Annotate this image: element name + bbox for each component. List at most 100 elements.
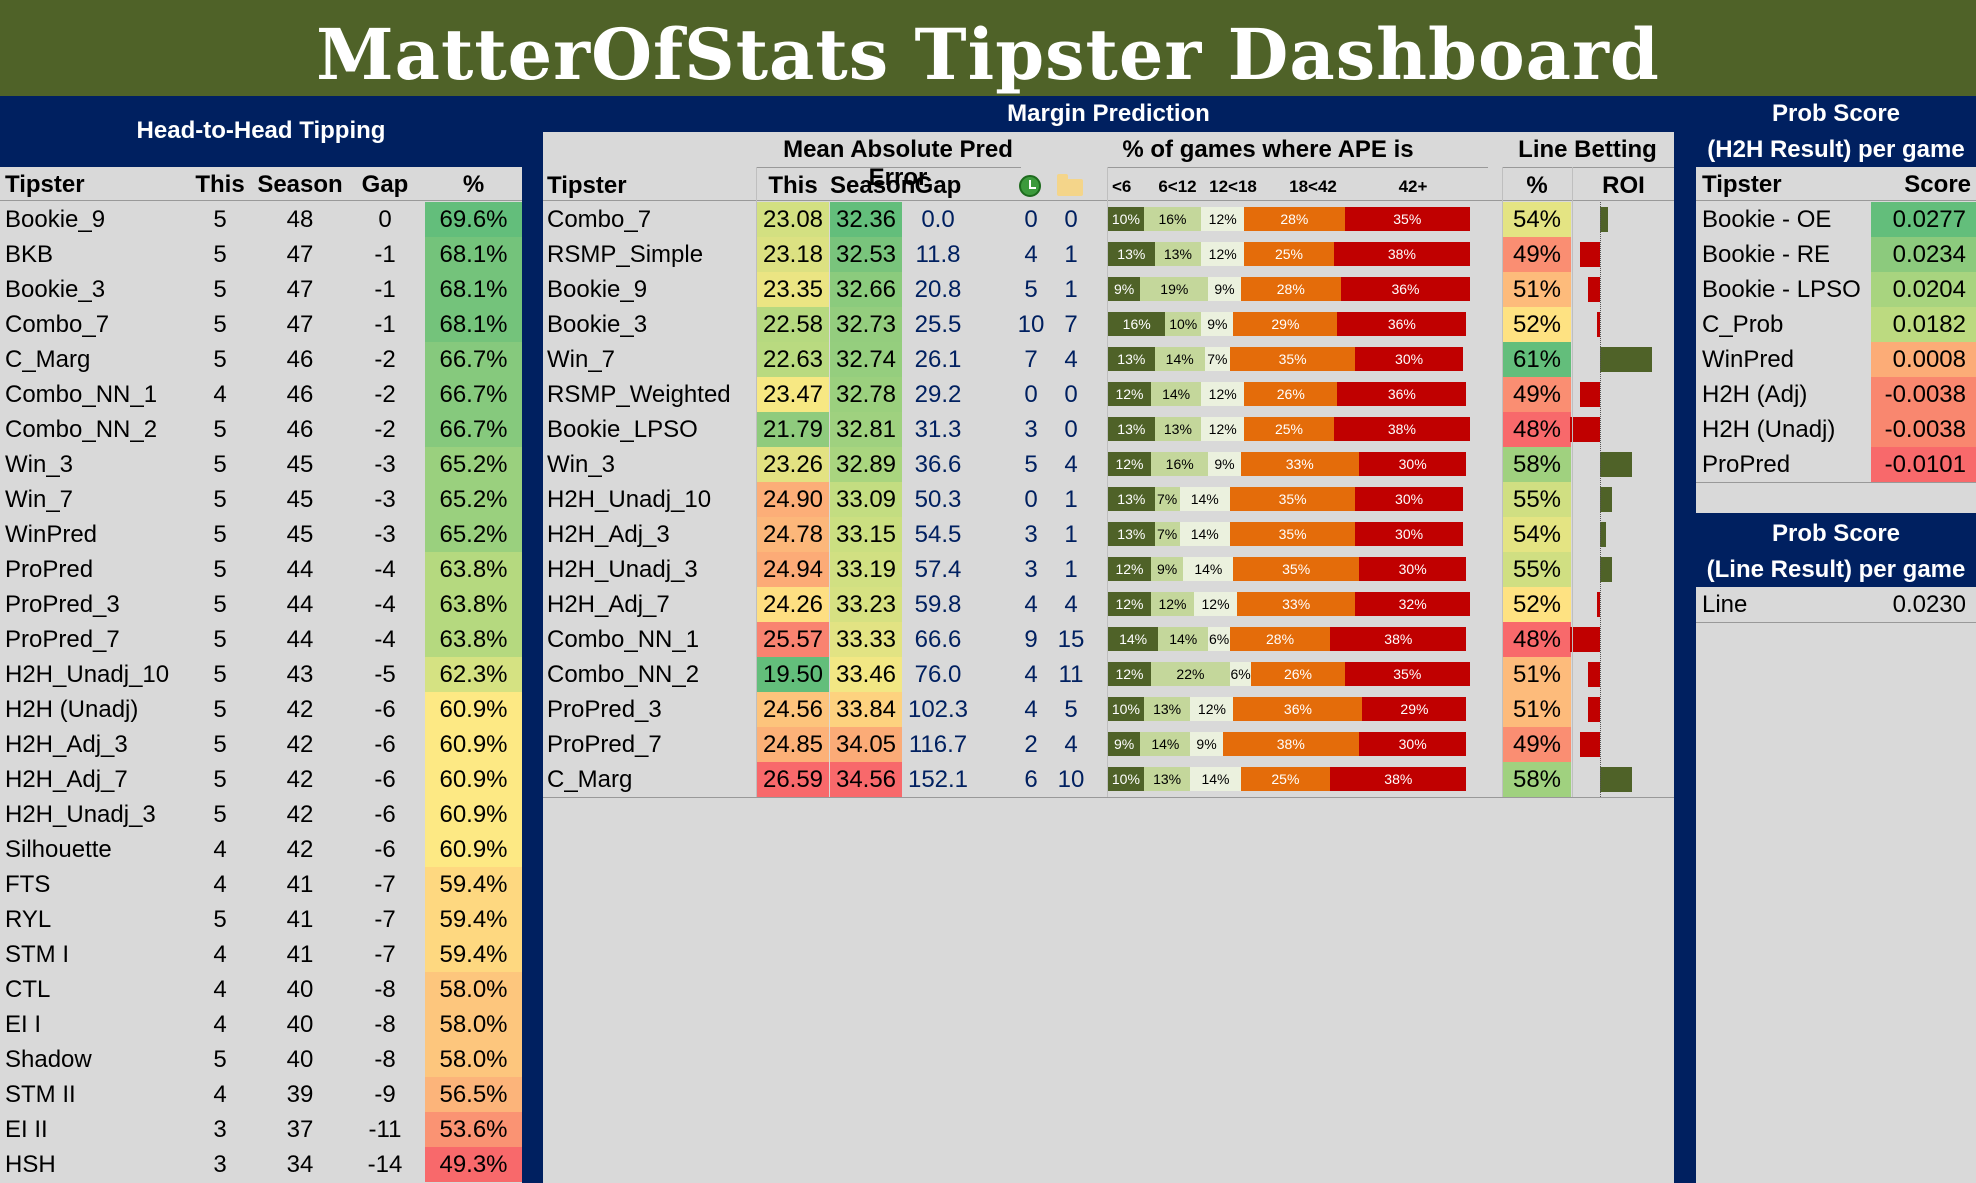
ape-segment: 6% bbox=[1208, 627, 1230, 651]
h2h-row[interactable]: FTS 4 41 -7 59.4% bbox=[0, 867, 522, 902]
h2h-row[interactable]: Win_3 5 45 -3 65.2% bbox=[0, 447, 522, 482]
h2h-gap: 0 bbox=[378, 206, 392, 233]
margin-row[interactable]: ProPred_3 24.56 33.84 102.3 4 5 10% 13% 12% 36% 29… bbox=[543, 692, 1674, 727]
margin-tipster: Win_7 bbox=[547, 346, 616, 373]
h2h-row[interactable]: Combo_NN_1 4 46 -2 66.7% bbox=[0, 377, 522, 412]
h2h-tipster: STM I bbox=[5, 941, 69, 968]
prob-score: -0.0038 bbox=[1871, 377, 1976, 412]
margin-row[interactable]: Combo_NN_1 25.57 33.33 66.6 9 15 14% 14% 6% 28% 38… bbox=[543, 622, 1674, 657]
h2h-row[interactable]: H2H (Unadj) 5 42 -6 60.9% bbox=[0, 692, 522, 727]
prob-h2h-row[interactable]: ProPred -0.0101 bbox=[1696, 447, 1976, 482]
h2h-row[interactable]: Win_7 5 45 -3 65.2% bbox=[0, 482, 522, 517]
prob-h2h-row[interactable]: C_Prob 0.0182 bbox=[1696, 307, 1976, 342]
margin-row[interactable]: Bookie_3 22.58 32.73 25.5 10 7 16% 10% 9% 29% 36% 5… bbox=[543, 307, 1674, 342]
h2h-row[interactable]: BKB 5 47 -1 68.1% bbox=[0, 237, 522, 272]
prob-h2h-row[interactable]: Bookie - LPSO 0.0204 bbox=[1696, 272, 1976, 307]
ape-bin-header: 42+ bbox=[1398, 177, 1428, 196]
margin-season: 32.89 bbox=[830, 447, 902, 482]
line-pct: 51% bbox=[1503, 657, 1571, 692]
h2h-row[interactable]: C_Marg 5 46 -2 66.7% bbox=[0, 342, 522, 377]
roi-bar bbox=[1600, 767, 1632, 792]
prob-h2h-row[interactable]: Bookie - OE 0.0277 bbox=[1696, 202, 1976, 237]
margin-tipster: RSMP_Simple bbox=[547, 241, 704, 268]
h2h-row[interactable]: WinPred 5 45 -3 65.2% bbox=[0, 517, 522, 552]
h2h-row[interactable]: CTL 4 40 -8 58.0% bbox=[0, 972, 522, 1007]
h2h-gap: -7 bbox=[374, 871, 396, 898]
h2h-season: 46 bbox=[286, 416, 314, 443]
ape-segment: 10% bbox=[1108, 697, 1144, 721]
prob-h2h-row[interactable]: H2H (Unadj) -0.0038 bbox=[1696, 412, 1976, 447]
prob-h2h-row[interactable]: Bookie - RE 0.0234 bbox=[1696, 237, 1976, 272]
h2h-row[interactable]: H2H_Adj_3 5 42 -6 60.9% bbox=[0, 727, 522, 762]
margin-tipster: Bookie_3 bbox=[547, 311, 648, 338]
margin-count-2: 1 bbox=[1064, 486, 1078, 513]
h2h-gap: -11 bbox=[368, 1116, 402, 1143]
prob-line-row[interactable]: Line 0.0230 bbox=[1696, 587, 1976, 622]
h2h-row[interactable]: RYL 5 41 -7 59.4% bbox=[0, 902, 522, 937]
margin-row[interactable]: Combo_NN_2 19.50 33.46 76.0 4 11 12% 22% 6% 26% 35… bbox=[543, 657, 1674, 692]
margin-gap: 66.6 bbox=[914, 626, 962, 653]
h2h-row[interactable]: Shadow 5 40 -8 58.0% bbox=[0, 1042, 522, 1077]
margin-row[interactable]: Win_3 23.26 32.89 36.6 5 4 12% 16% 9% 33% 30% 58% bbox=[543, 447, 1674, 482]
prob-h2h-row[interactable]: WinPred 0.0008 bbox=[1696, 342, 1976, 377]
h2h-row[interactable]: ProPred 5 44 -4 63.8% bbox=[0, 552, 522, 587]
h2h-tipster: H2H (Unadj) bbox=[5, 696, 139, 723]
margin-row[interactable]: Bookie_9 23.35 32.66 20.8 5 1 9% 19% 9% 28% 36% 51% bbox=[543, 272, 1674, 307]
margin-row[interactable]: Combo_7 23.08 32.36 0.0 0 0 10% 16% 12% 28% 35% 54% bbox=[543, 202, 1674, 237]
h2h-gap: -7 bbox=[374, 941, 396, 968]
h2h-row[interactable]: ProPred_3 5 44 -4 63.8% bbox=[0, 587, 522, 622]
h2h-tipster: WinPred bbox=[5, 521, 98, 548]
h2h-gap: -6 bbox=[374, 696, 396, 723]
h2h-pct: 59.4% bbox=[425, 902, 522, 937]
h2h-row[interactable]: Combo_7 5 47 -1 68.1% bbox=[0, 307, 522, 342]
roi-bar bbox=[1580, 732, 1600, 757]
dashboard-title: MatterOfStats Tipster Dashboard bbox=[0, 0, 1976, 96]
h2h-this: 5 bbox=[213, 556, 227, 583]
prob-h2h-row[interactable]: H2H (Adj) -0.0038 bbox=[1696, 377, 1976, 412]
margin-row[interactable]: C_Marg 26.59 34.56 152.1 6 10 10% 13% 14% 25% 38% 5… bbox=[543, 762, 1674, 797]
margin-tipster: H2H_Adj_3 bbox=[547, 521, 670, 548]
margin-count-2: 1 bbox=[1064, 276, 1078, 303]
ape-segment: 19% bbox=[1140, 277, 1209, 301]
margin-heading: Margin Prediction bbox=[1007, 100, 1210, 127]
h2h-row[interactable]: HSH 3 34 -14 49.3% bbox=[0, 1147, 522, 1182]
margin-tipster: Bookie_LPSO bbox=[547, 416, 698, 443]
h2h-this: 5 bbox=[213, 486, 227, 513]
h2h-pct: 68.1% bbox=[425, 237, 522, 272]
margin-row[interactable]: H2H_Unadj_3 24.94 33.19 57.4 3 1 12% 9% 14% 35% 30… bbox=[543, 552, 1674, 587]
h2h-row[interactable]: Bookie_9 5 48 0 69.6% bbox=[0, 202, 522, 237]
h2h-row[interactable]: H2H_Unadj_3 5 42 -6 60.9% bbox=[0, 797, 522, 832]
margin-row[interactable]: Bookie_LPSO 21.79 32.81 31.3 3 0 13% 13% 12% 25% 3… bbox=[543, 412, 1674, 447]
h2h-row[interactable]: H2H_Unadj_10 5 43 -5 62.3% bbox=[0, 657, 522, 692]
h2h-gap: -8 bbox=[374, 1011, 396, 1038]
h2h-row[interactable]: EI I 4 40 -8 58.0% bbox=[0, 1007, 522, 1042]
margin-row[interactable]: RSMP_Simple 23.18 32.53 11.8 4 1 13% 13% 12% 25% 3… bbox=[543, 237, 1674, 272]
margin-row[interactable]: H2H_Unadj_10 24.90 33.09 50.3 0 1 13% 7% 14% 35% 3… bbox=[543, 482, 1674, 517]
margin-count-1: 2 bbox=[1024, 731, 1038, 758]
mape-group-rule bbox=[756, 167, 1021, 168]
margin-gap: 25.5 bbox=[914, 311, 962, 338]
h2h-pct: 58.0% bbox=[425, 972, 522, 1007]
margin-row[interactable]: H2H_Adj_3 24.78 33.15 54.5 3 1 13% 7% 14% 35% 30% 5… bbox=[543, 517, 1674, 552]
margin-row[interactable]: H2H_Adj_7 24.26 33.23 59.8 4 4 12% 12% 12% 33% 32%… bbox=[543, 587, 1674, 622]
h2h-gap: -4 bbox=[374, 556, 396, 583]
h2h-row[interactable]: Combo_NN_2 5 46 -2 66.7% bbox=[0, 412, 522, 447]
ape-segment: 28% bbox=[1229, 627, 1331, 651]
h2h-row[interactable]: Bookie_3 5 47 -1 68.1% bbox=[0, 272, 522, 307]
margin-row[interactable]: Win_7 22.63 32.74 26.1 7 4 13% 14% 7% 35% 30% 61% bbox=[543, 342, 1674, 377]
h2h-row[interactable]: STM II 4 39 -9 56.5% bbox=[0, 1077, 522, 1112]
margin-count-2: 4 bbox=[1064, 346, 1078, 373]
h2h-row[interactable]: EI II 3 37 -11 53.6% bbox=[0, 1112, 522, 1147]
margin-row[interactable]: RSMP_Weighted 23.47 32.78 29.2 0 0 12% 14% 12% 26… bbox=[543, 377, 1674, 412]
margin-row[interactable]: ProPred_7 24.85 34.05 116.7 2 4 9% 14% 9% 38% 30% 4… bbox=[543, 727, 1674, 762]
h2h-row[interactable]: STM I 4 41 -7 59.4% bbox=[0, 937, 522, 972]
h2h-season: 40 bbox=[286, 976, 314, 1003]
h2h-row[interactable]: ProPred_7 5 44 -4 63.8% bbox=[0, 622, 522, 657]
margin-season: 33.09 bbox=[830, 482, 902, 517]
margin-count-1: 0 bbox=[1024, 486, 1038, 513]
h2h-row[interactable]: Silhouette 4 42 -6 60.9% bbox=[0, 832, 522, 867]
margin-count-1: 4 bbox=[1024, 661, 1038, 688]
h2h-season: 39 bbox=[286, 1081, 314, 1108]
h2h-tipster: Win_3 bbox=[5, 451, 74, 478]
h2h-row[interactable]: H2H_Adj_7 5 42 -6 60.9% bbox=[0, 762, 522, 797]
